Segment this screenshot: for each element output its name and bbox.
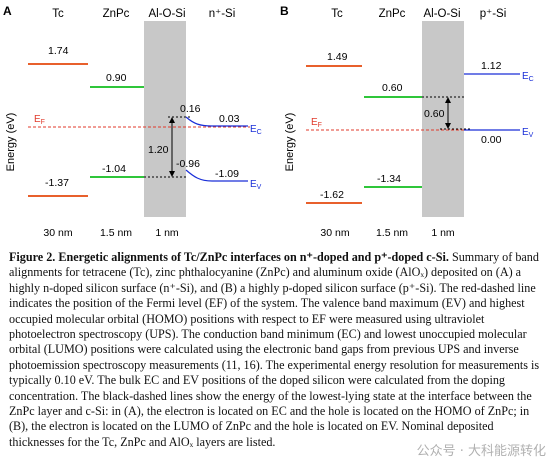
y-axis-label: Energy (eV)	[284, 113, 296, 172]
column-label-al-o-si: Al-O-Si	[148, 8, 185, 20]
band-alignment-figure: A Tc ZnPc Al-O-Si n⁺-Si Energy (eV) EF 1…	[3, 4, 534, 239]
panel-b: B Tc ZnPc Al-O-Si p⁺-Si Energy (eV) EF 1…	[280, 4, 534, 239]
band-label-ev: EV	[250, 179, 262, 191]
column-label-znpc: ZnPc	[103, 8, 130, 20]
ec-value: 0.03	[219, 113, 240, 125]
tc-homo-value: -1.62	[320, 189, 344, 201]
fermi-label: EF	[34, 114, 45, 126]
band-label-ev: EV	[522, 127, 534, 139]
thickness-al-o-si: 1 nm	[155, 227, 179, 239]
ev-value: 0.00	[481, 134, 502, 146]
tc-lumo-value: 1.74	[48, 45, 69, 57]
caption-title: Figure 2. Energetic alignments of Tc/ZnP…	[9, 250, 449, 264]
thickness-tc: 30 nm	[320, 227, 349, 239]
gap-value: 1.20	[148, 144, 169, 156]
column-label-tc: Tc	[331, 8, 343, 20]
panel-letter: B	[280, 4, 289, 18]
panel-letter: A	[3, 4, 12, 18]
column-label-znpc: ZnPc	[379, 8, 406, 20]
tc-lumo-value: 1.49	[327, 51, 348, 63]
thickness-znpc: 1.5 nm	[100, 227, 132, 239]
column-label-p-si: p⁺-Si	[480, 8, 507, 20]
thickness-znpc: 1.5 nm	[376, 227, 408, 239]
al-o-si-barrier	[144, 21, 186, 217]
fermi-label: EF	[311, 117, 322, 129]
watermark: 公众号 · 大科能源转化	[416, 444, 546, 459]
si-v-interface-value: -0.96	[176, 158, 200, 170]
znpc-lumo-value: 0.90	[106, 72, 127, 84]
ec-value: 1.12	[481, 60, 502, 72]
gap-value: 0.60	[424, 108, 445, 120]
panel-a: A Tc ZnPc Al-O-Si n⁺-Si Energy (eV) EF 1…	[3, 4, 262, 239]
figure-caption: Figure 2. Energetic alignments of Tc/ZnP…	[9, 250, 547, 450]
znpc-homo-value: -1.04	[102, 163, 126, 175]
si-c-interface-value: 0.16	[180, 103, 201, 115]
caption-body: Summary of band alignments for tetracene…	[9, 250, 540, 449]
column-label-n-si: n⁺-Si	[209, 8, 236, 20]
band-label-ec: EC	[250, 124, 262, 136]
thickness-al-o-si: 1 nm	[431, 227, 455, 239]
tc-homo-value: -1.37	[45, 177, 69, 189]
column-label-tc: Tc	[52, 8, 64, 20]
al-o-si-barrier	[422, 21, 464, 217]
znpc-lumo-value: 0.60	[382, 82, 403, 94]
si-conduction-band	[185, 116, 248, 127]
column-label-al-o-si: Al-O-Si	[423, 8, 460, 20]
znpc-homo-value: -1.34	[377, 173, 401, 185]
si-valence-band	[185, 169, 248, 182]
ev-value: -1.09	[215, 168, 239, 180]
band-label-ec: EC	[522, 71, 534, 83]
y-axis-label: Energy (eV)	[5, 113, 17, 172]
thickness-tc: 30 nm	[43, 227, 72, 239]
